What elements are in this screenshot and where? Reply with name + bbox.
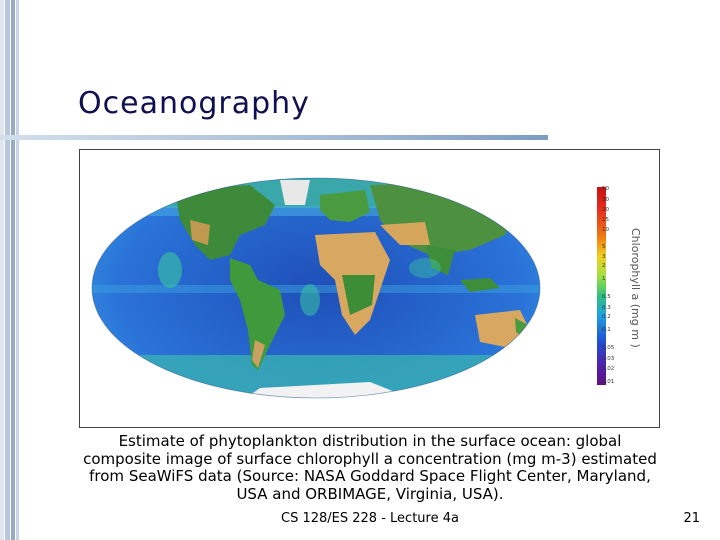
scale-label: 0.03	[602, 356, 615, 362]
color-scale-labels: 50 30 20 15 10 5 3 2 1 0.5 0.3 0.2 0.1 0…	[602, 186, 615, 385]
slide-title: Oceanography	[78, 86, 310, 121]
globe	[92, 178, 540, 398]
title-underline	[0, 135, 548, 140]
footer-text: CS 128/ES 228 - Lecture 4a	[281, 511, 459, 526]
world-map-image: 50 30 20 15 10 5 3 2 1 0.5 0.3 0.2 0.1 0…	[91, 177, 642, 399]
scale-label: 0.1	[602, 327, 611, 333]
scale-label: 10	[602, 227, 609, 233]
color-scale-title: Chlorophyll a (mg m )	[629, 228, 642, 348]
scale-label: 0.05	[602, 345, 615, 351]
scale-label: 5	[602, 244, 606, 250]
scale-label: 15	[602, 217, 609, 223]
left-decorative-bars	[0, 0, 22, 540]
scale-label: 20	[602, 207, 609, 213]
scale-label: 30	[602, 197, 609, 203]
scale-label: 1	[602, 276, 606, 282]
chlorophyll-figure: 50 30 20 15 10 5 3 2 1 0.5 0.3 0.2 0.1 0…	[79, 149, 660, 428]
scale-label: 2	[602, 263, 606, 269]
scale-label: 0.5	[602, 294, 611, 300]
scale-label: 0.3	[602, 305, 611, 311]
scale-label: 3	[602, 254, 606, 260]
slide-number: 21	[683, 511, 700, 526]
scale-label: 0.2	[602, 314, 611, 320]
scale-label: 0.01	[602, 379, 614, 385]
scale-label: 0.02	[602, 366, 614, 372]
color-scale-bar	[597, 187, 606, 385]
figure-caption: Estimate of phytoplankton distribution i…	[83, 432, 657, 503]
scale-label: 50	[602, 186, 609, 192]
